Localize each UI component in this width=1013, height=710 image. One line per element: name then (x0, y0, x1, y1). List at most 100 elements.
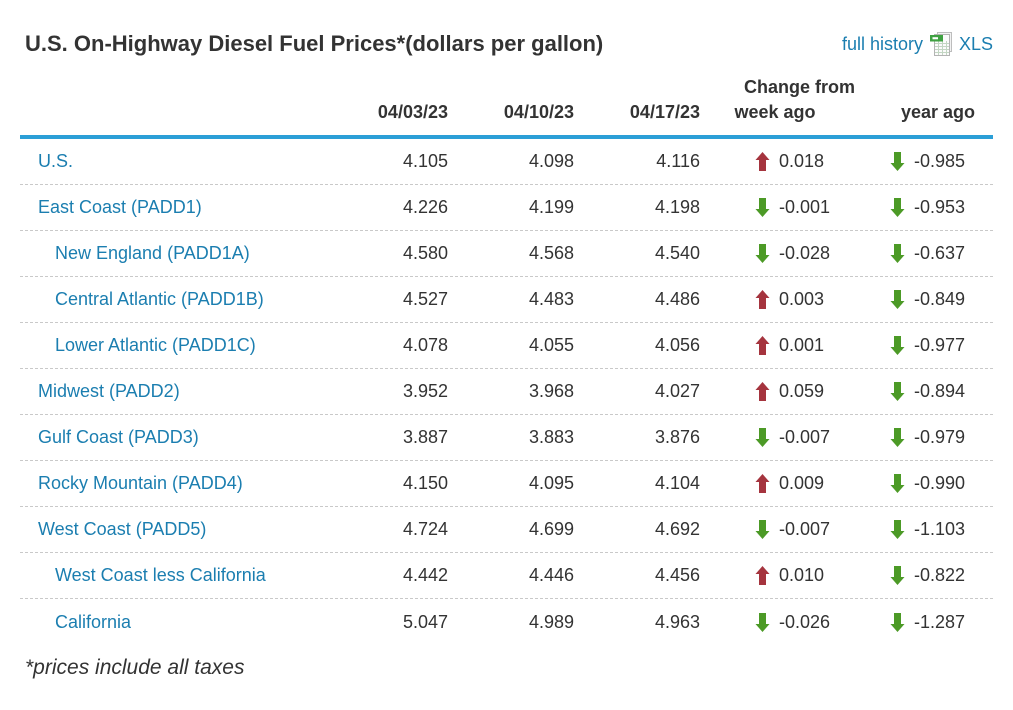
prices-table: Change from 04/03/23 04/10/23 04/17/23 w… (20, 72, 993, 645)
week-change-cell: -0.007 (716, 519, 861, 540)
region-label: Central Atlantic (PADD1B) (55, 289, 264, 309)
change-value: 0.003 (779, 289, 825, 309)
down-arrow-icon (890, 382, 905, 401)
region-label: Lower Atlantic (PADD1C) (55, 335, 256, 355)
region-column-spacer (20, 123, 338, 135)
down-arrow-icon (890, 290, 905, 309)
year-change-cell: -0.977 (861, 335, 993, 356)
up-arrow-icon (755, 474, 770, 493)
up-arrow-icon (755, 566, 770, 585)
table-body: U.S. 4.105 4.098 4.116 0.018 -0.985 East… (20, 139, 993, 645)
price-cell: 4.580 (402, 243, 448, 263)
price-cell: 4.724 (402, 519, 448, 539)
price-cell: 4.199 (528, 197, 574, 217)
price-cell: 4.568 (528, 243, 574, 263)
week-change-cell: 0.009 (716, 473, 861, 494)
change-value: -0.822 (914, 565, 966, 585)
change-value: 0.010 (779, 565, 825, 585)
table-row: Gulf Coast (PADD3) 3.887 3.883 3.876 -0.… (20, 415, 993, 461)
up-arrow-icon (755, 336, 770, 355)
down-arrow-icon (890, 198, 905, 217)
change-value: 0.001 (779, 335, 825, 355)
price-cell: 4.116 (656, 151, 700, 171)
xls-file-icon[interactable] (929, 31, 953, 57)
down-arrow-icon (755, 198, 770, 217)
table-row: West Coast (PADD5) 4.724 4.699 4.692 -0.… (20, 507, 993, 553)
change-value: -0.953 (914, 197, 966, 217)
xls-link[interactable]: XLS (929, 31, 993, 57)
table-row: East Coast (PADD1) 4.226 4.199 4.198 -0.… (20, 185, 993, 231)
year-change-cell: -1.103 (861, 519, 993, 540)
column-header-row: 04/03/23 04/10/23 04/17/23 week ago year… (20, 102, 993, 139)
price-cell: 4.150 (402, 473, 448, 493)
change-value: -0.007 (779, 427, 831, 447)
price-cell: 4.226 (402, 197, 448, 217)
table-row: New England (PADD1A) 4.580 4.568 4.540 -… (20, 231, 993, 277)
down-arrow-icon (890, 428, 905, 447)
change-value: -0.026 (779, 611, 831, 632)
price-cell: 4.963 (654, 611, 700, 632)
year-change-cell: -0.637 (861, 243, 993, 264)
price-cell: 4.027 (654, 381, 700, 401)
price-cell: 4.078 (402, 335, 448, 355)
change-value: -0.977 (914, 335, 966, 355)
down-arrow-icon (890, 152, 905, 171)
week-change-cell: -0.001 (716, 197, 861, 218)
region-label: West Coast less California (55, 565, 266, 585)
change-value: -0.894 (914, 381, 966, 401)
down-arrow-icon (755, 428, 770, 447)
table-row: Central Atlantic (PADD1B) 4.527 4.483 4.… (20, 277, 993, 323)
col-header-date-3: 04/17/23 (629, 102, 700, 122)
col-header-year-ago: year ago (900, 102, 976, 122)
change-value: -1.103 (914, 519, 966, 539)
price-cell: 3.968 (528, 381, 574, 401)
down-arrow-icon (890, 612, 905, 632)
year-change-cell: -0.849 (861, 289, 993, 310)
region-label: U.S. (38, 151, 74, 171)
up-arrow-icon (755, 290, 770, 309)
change-value: 0.009 (779, 473, 825, 493)
down-arrow-icon (890, 244, 905, 263)
year-change-cell: -0.979 (861, 427, 993, 448)
year-change-cell: -0.953 (861, 197, 993, 218)
change-value: -0.979 (914, 427, 966, 447)
price-cell: 4.442 (402, 565, 448, 585)
table-row: Lower Atlantic (PADD1C) 4.078 4.055 4.05… (20, 323, 993, 369)
full-history-link[interactable]: full history (841, 33, 923, 54)
price-cell: 3.883 (528, 427, 574, 447)
change-value: 0.018 (779, 151, 825, 171)
masthead: U.S. On-Highway Diesel Fuel Prices*(doll… (20, 28, 993, 60)
price-cell: 4.456 (654, 565, 700, 585)
price-cell: 5.047 (402, 611, 448, 632)
down-arrow-icon (890, 566, 905, 585)
change-value: -0.985 (914, 151, 966, 171)
price-cell: 4.105 (402, 151, 448, 171)
year-change-cell: -0.985 (861, 151, 993, 172)
week-change-cell: 0.010 (716, 565, 861, 586)
price-cell: 3.887 (402, 427, 448, 447)
change-value: 0.059 (779, 381, 825, 401)
region-label: California (55, 611, 132, 632)
down-arrow-icon (755, 520, 770, 539)
week-change-cell: 0.003 (716, 289, 861, 310)
price-cell: 4.055 (528, 335, 574, 355)
table-row: Midwest (PADD2) 3.952 3.968 4.027 0.059 … (20, 369, 993, 415)
change-value: -0.990 (914, 473, 966, 493)
region-label: Midwest (PADD2) (38, 381, 180, 401)
price-cell: 4.056 (654, 335, 700, 355)
table-row: California 5.047 4.989 4.963 -0.026 -1.2… (20, 599, 993, 645)
down-arrow-icon (890, 336, 905, 355)
price-cell: 4.527 (402, 289, 448, 309)
table-row: West Coast less California 4.442 4.446 4… (20, 553, 993, 599)
region-label: West Coast (PADD5) (38, 519, 207, 539)
change-value: -0.849 (914, 289, 966, 309)
week-change-cell: 0.001 (716, 335, 861, 356)
price-cell: 4.104 (654, 473, 700, 493)
down-arrow-icon (890, 520, 905, 539)
table-row: U.S. 4.105 4.098 4.116 0.018 -0.985 (20, 139, 993, 185)
price-cell: 4.989 (528, 611, 574, 632)
week-change-cell: 0.018 (716, 151, 861, 172)
xls-link-label[interactable]: XLS (958, 33, 993, 54)
price-cell: 4.446 (528, 565, 574, 585)
